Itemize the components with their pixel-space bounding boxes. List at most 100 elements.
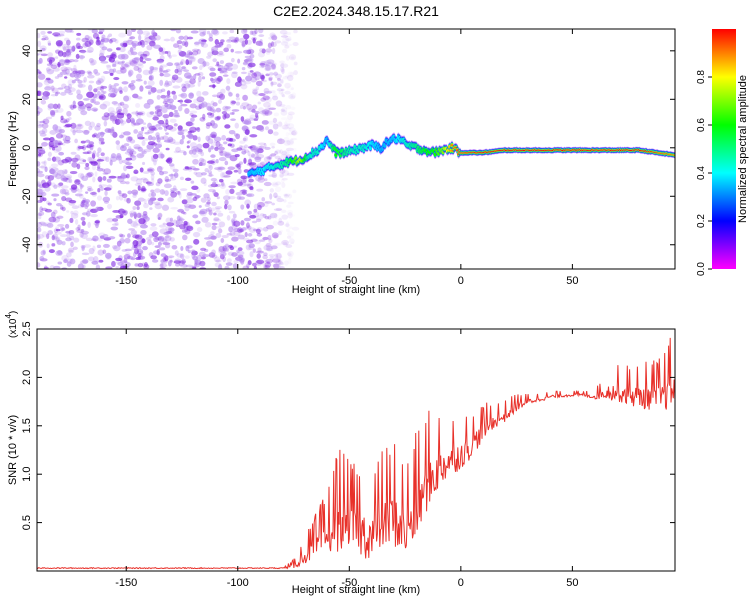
- spectrogram-speckle: [269, 254, 276, 256]
- spectrogram-speckle: [131, 112, 138, 115]
- spectrogram-speckle: [180, 104, 187, 107]
- spectrogram-speckle: [254, 266, 257, 271]
- spectrogram-speckle: [243, 266, 250, 271]
- spectrogram-speckle: [72, 71, 78, 74]
- spectrogram-speckle: [57, 224, 64, 227]
- spectrogram-speckle: [199, 158, 204, 163]
- spectrogram-speckle: [185, 178, 191, 181]
- spectrogram-speckle: [222, 111, 227, 115]
- spectrogram-speckle: [190, 110, 197, 113]
- spectrogram-speckle: [199, 261, 205, 267]
- spectrogram-speckle: [148, 169, 153, 172]
- spectrogram-speckle: [61, 116, 64, 120]
- spectrogram-y-tick-label: 20: [21, 93, 33, 105]
- spectrogram-speckle: [279, 149, 283, 154]
- spectrogram-speckle: [149, 75, 154, 81]
- spectrogram-speckle: [157, 198, 163, 202]
- spectrogram-speckle: [89, 58, 94, 63]
- spectrogram-speckle: [57, 183, 61, 188]
- spectrogram-speckle: [159, 70, 165, 73]
- spectrogram-speckle: [205, 222, 212, 227]
- spectrogram-speckle: [228, 245, 233, 248]
- spectrogram-speckle: [67, 261, 72, 267]
- spectrogram-speckle: [180, 61, 183, 65]
- spectrogram-speckle: [47, 57, 55, 63]
- spectrogram-speckle: [183, 168, 189, 171]
- spectrogram-speckle: [286, 123, 294, 129]
- spectrogram-speckle: [97, 238, 103, 242]
- spectrogram-speckle: [191, 181, 195, 184]
- spectrogram-speckle: [202, 76, 205, 79]
- spectrogram-speckle: [265, 259, 273, 264]
- spectrogram-speckle: [71, 46, 74, 50]
- spectrogram-speckle: [160, 189, 165, 195]
- spectrogram-speckle: [181, 211, 186, 213]
- spectrogram-speckle: [211, 202, 217, 207]
- spectrogram-speckle: [209, 173, 213, 177]
- spectrogram-speckle: [170, 165, 175, 170]
- spectrogram-speckle: [241, 72, 247, 75]
- spectrogram-speckle: [123, 165, 127, 171]
- spectrogram-speckle: [119, 158, 123, 164]
- spectrogram-speckle: [212, 58, 217, 62]
- spectrogram-speckle: [98, 176, 103, 182]
- spectrogram-speckle: [115, 266, 119, 268]
- spectrogram-speckle: [199, 205, 202, 208]
- spectrogram-speckle: [173, 85, 181, 88]
- spectrogram-speckle: [288, 132, 294, 135]
- spectrogram-speckle: [222, 172, 228, 178]
- spectrogram-speckle: [152, 259, 158, 262]
- spectrogram-speckle: [244, 218, 251, 222]
- spectrogram-speckle: [147, 123, 152, 129]
- spectrogram-speckle: [82, 212, 88, 215]
- spectrogram-speckle: [131, 230, 137, 236]
- spectrogram-speckle: [269, 214, 275, 219]
- spectrogram-speckle: [81, 176, 88, 181]
- spectrogram-speckle: [142, 162, 145, 165]
- spectrogram-speckle: [97, 165, 100, 169]
- spectrogram-speckle: [185, 255, 190, 259]
- snr-x-tick-label: 50: [566, 577, 578, 589]
- spectrogram-speckle: [133, 170, 138, 174]
- spectrogram-speckle: [136, 118, 144, 124]
- spectrogram-speckle: [220, 60, 224, 64]
- spectrogram-speckle: [151, 136, 156, 140]
- colorbar: 0.00.20.40.60.8 Normalized spectral ampl…: [696, 29, 749, 276]
- spectrogram-speckle: [78, 70, 86, 74]
- spectrogram-speckle: [148, 199, 153, 205]
- spectrogram-speckle: [90, 99, 94, 103]
- spectrogram-speckle: [287, 141, 295, 147]
- spectrogram-speckle: [110, 73, 114, 76]
- spectrogram-speckle: [292, 189, 296, 193]
- spectrogram-speckle: [200, 41, 206, 45]
- spectrogram-speckle: [132, 206, 136, 210]
- spectrogram-speckle: [211, 100, 215, 105]
- spectrogram-speckle: [112, 64, 116, 67]
- spectrogram-speckle: [273, 131, 279, 135]
- spectrogram-speckle: [155, 106, 160, 109]
- spectrogram-speckle: [103, 176, 107, 181]
- spectrogram-speckle: [93, 150, 96, 155]
- spectrogram-speckle: [125, 181, 129, 184]
- spectrogram-speckle: [207, 160, 215, 164]
- spectrogram-speckle: [223, 74, 229, 76]
- spectrogram-speckle: [192, 66, 198, 69]
- spectrogram-speckle: [59, 59, 64, 62]
- spectrogram-speckle: [96, 264, 100, 270]
- spectrogram-speckle: [64, 89, 71, 93]
- spectrogram-speckle: [189, 78, 195, 84]
- spectrogram-speckle: [87, 186, 92, 189]
- spectrogram-speckle: [248, 233, 253, 237]
- spectrogram-speckle: [264, 216, 269, 219]
- spectrogram-speckle: [154, 188, 160, 192]
- spectrogram-speckle: [127, 113, 132, 118]
- spectrogram-speckle: [100, 184, 108, 187]
- spectrogram-speckle: [204, 237, 211, 240]
- spectrogram-speckle: [162, 239, 167, 244]
- spectrogram-speckle: [97, 91, 100, 96]
- spectrogram-speckle: [76, 146, 80, 151]
- spectrogram-speckle: [120, 214, 124, 218]
- spectrogram-speckle: [138, 198, 145, 202]
- spectrogram-speckle: [262, 255, 268, 259]
- spectrogram-speckle: [234, 170, 238, 173]
